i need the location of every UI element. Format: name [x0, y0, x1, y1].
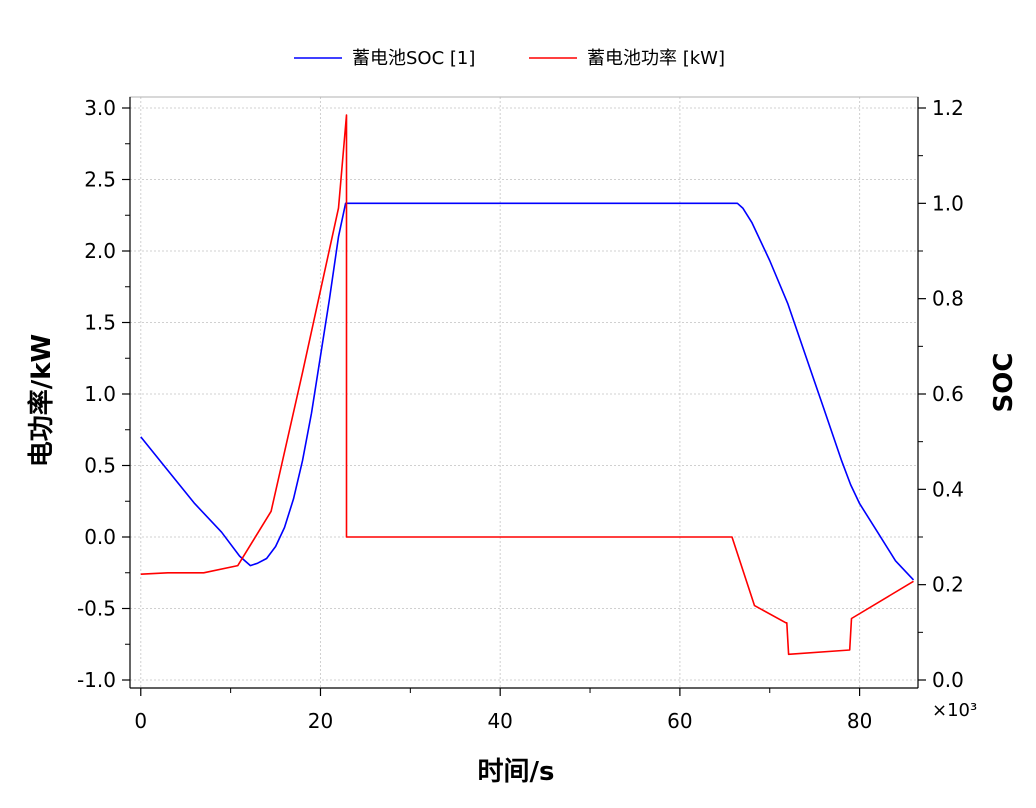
- y2-tick-label: 0.2: [932, 573, 964, 597]
- y-tick-label: 0.5: [84, 454, 116, 478]
- y-tick-label: 1.0: [84, 382, 116, 406]
- soc-series-line: [140, 202, 915, 581]
- tick-labels: 0 20 40 60 80 -1.0 -0.5 0.0 0.5 1.0 1.5 2.0 2.5 3.0 0.…: [77, 96, 964, 733]
- right-y-axis-title: SOC: [989, 353, 1019, 413]
- x-axis-multiplier-label: ×10³: [932, 700, 977, 721]
- y2-tick-label: 0.6: [932, 382, 964, 406]
- y2-tick-label: 1.2: [932, 96, 964, 120]
- legend-label-power: 蓄电池功率 [kW]: [587, 48, 725, 69]
- y-tick-label: -0.5: [77, 597, 116, 621]
- x-tick-label: 20: [308, 709, 333, 733]
- left-y-axis-title: 电功率/kW: [26, 334, 57, 467]
- x-tick-label: 40: [487, 709, 512, 733]
- x-tick-label: 0: [134, 709, 147, 733]
- y-tick-label: -1.0: [77, 668, 116, 692]
- legend-label-soc: 蓄电池SOC [1]: [352, 48, 475, 69]
- y2-tick-label: 0.4: [932, 477, 964, 501]
- legend: 蓄电池SOC [1] 蓄电池功率 [kW]: [294, 48, 725, 69]
- y2-tick-label: 0.8: [932, 287, 964, 311]
- y2-tick-label: 0.0: [932, 668, 964, 692]
- x-tick-label: 60: [667, 709, 692, 733]
- y-tick-label: 3.0: [84, 96, 116, 120]
- x-tick-label: 80: [847, 709, 872, 733]
- y-tick-label: 2.0: [84, 239, 116, 263]
- axes: [129, 97, 919, 689]
- series-layer: [140, 114, 915, 656]
- power-series-line: [140, 114, 914, 656]
- y-tick-label: 0.0: [84, 525, 116, 549]
- x-axis-title: 时间/s: [478, 757, 555, 787]
- y2-tick-label: 1.0: [932, 191, 964, 215]
- y-tick-label: 1.5: [84, 311, 116, 335]
- y-tick-label: 2.5: [84, 168, 116, 192]
- tick-marks: [122, 107, 926, 696]
